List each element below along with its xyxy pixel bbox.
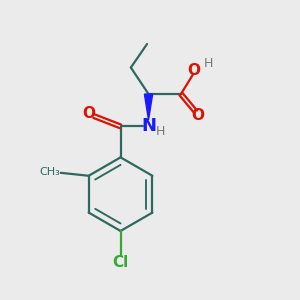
Text: H: H <box>156 125 166 138</box>
Polygon shape <box>144 94 153 120</box>
Text: O: O <box>187 63 200 78</box>
Text: H: H <box>203 57 213 70</box>
Text: O: O <box>191 108 205 123</box>
Text: O: O <box>82 106 95 121</box>
Text: Cl: Cl <box>112 255 129 270</box>
Text: N: N <box>141 117 156 135</box>
Text: CH₃: CH₃ <box>39 167 60 177</box>
